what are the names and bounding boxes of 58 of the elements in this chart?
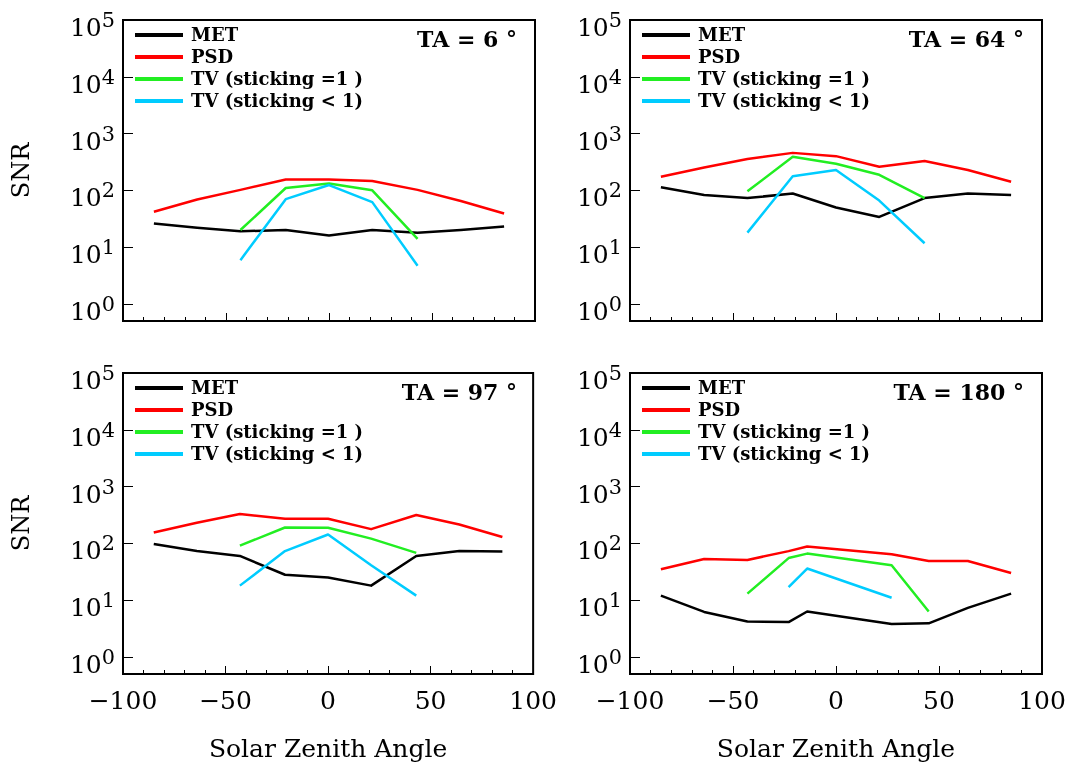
x-tick-label: 100 [1018, 686, 1066, 715]
y-tick-label: 10$^{5}$ [576, 360, 622, 396]
annotation: TA = 64 ° [908, 26, 1024, 52]
legend-label: MET [698, 377, 746, 399]
x-tick-label: 50 [923, 686, 955, 715]
y-tick-label: 10$^{5}$ [69, 7, 115, 43]
legend-label: TV (sticking =1 ) [191, 421, 364, 443]
y-tick-label: 10$^{2}$ [576, 530, 622, 566]
x-axis-title: Solar Zenith Angle [716, 734, 956, 763]
x-tick-label: −50 [706, 686, 760, 715]
legend-label: TV (sticking < 1) [191, 90, 364, 112]
y-tick-label: 10$^{4}$ [69, 63, 115, 100]
y-tick-label: 10$^{0}$ [69, 290, 115, 327]
annotation: TA = 6 ° [417, 26, 518, 52]
y-tick-label: 10$^{2}$ [69, 177, 115, 213]
y-tick-label: 10$^{3}$ [69, 120, 115, 156]
x-tick-label: 0 [320, 686, 337, 715]
y-tick-label: 10$^{0}$ [69, 643, 115, 680]
y-tick-label: 10$^{4}$ [576, 416, 622, 453]
y-tick-label: 10$^{2}$ [576, 177, 622, 213]
legend-label: PSD [191, 46, 234, 68]
legend-label: TV (sticking =1 ) [698, 68, 871, 90]
y-tick-label: 10$^{2}$ [69, 530, 115, 566]
annotation: TA = 180 ° [893, 379, 1025, 405]
legend-label: TV (sticking =1 ) [191, 68, 364, 90]
y-tick-label: 10$^{1}$ [576, 234, 622, 270]
y-tick-label: 10$^{5}$ [576, 7, 622, 43]
y-tick-label: 10$^{1}$ [69, 587, 115, 623]
legend-label: TV (sticking =1 ) [698, 421, 871, 443]
x-tick-label: −50 [199, 686, 252, 715]
annotation: TA = 97 ° [401, 379, 517, 405]
y-tick-label: 10$^{0}$ [576, 290, 622, 327]
legend-label: TV (sticking < 1) [698, 443, 871, 465]
y-tick-label: 10$^{5}$ [69, 360, 115, 396]
x-axis-title: Solar Zenith Angle [208, 734, 448, 763]
x-tick-label: −100 [88, 686, 158, 715]
y-tick-label: 10$^{3}$ [69, 473, 115, 509]
y-tick-label: 10$^{1}$ [69, 234, 115, 270]
legend-label: MET [191, 24, 239, 46]
y-axis-title: SNR [7, 494, 35, 552]
y-tick-label: 10$^{3}$ [576, 120, 622, 156]
legend-label: PSD [191, 399, 234, 421]
x-tick-label: −100 [595, 686, 665, 715]
y-tick-label: 10$^{1}$ [576, 587, 622, 623]
y-tick-label: 10$^{3}$ [576, 473, 622, 509]
y-tick-label: 10$^{4}$ [69, 416, 115, 453]
x-tick-label: 0 [828, 686, 844, 715]
y-tick-label: 10$^{0}$ [576, 643, 622, 680]
y-axis-title: SNR [7, 141, 35, 199]
legend-label: PSD [698, 46, 741, 68]
x-tick-label: 50 [414, 686, 447, 715]
legend-label: TV (sticking < 1) [191, 443, 364, 465]
y-tick-label: 10$^{4}$ [576, 63, 622, 100]
legend-label: MET [191, 377, 239, 399]
legend-label: TV (sticking < 1) [698, 90, 871, 112]
x-tick-label: 100 [509, 686, 557, 715]
legend-label: MET [698, 24, 746, 46]
legend-label: PSD [698, 399, 741, 421]
